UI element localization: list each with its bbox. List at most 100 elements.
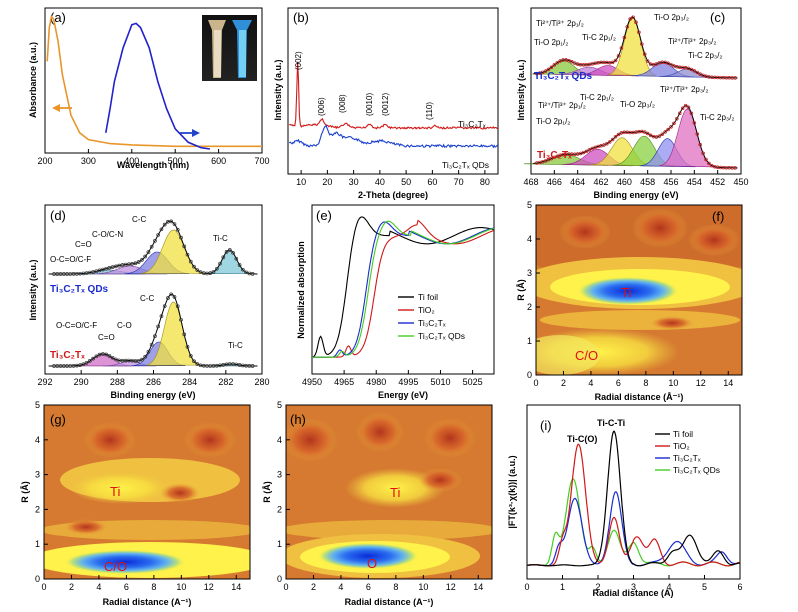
d-bot-label-4: O-C=O/C-F [56, 321, 97, 330]
d-top-point [101, 267, 105, 272]
c-top-point [567, 58, 571, 63]
c-top-point [689, 67, 694, 72]
c-top-point [619, 46, 624, 50]
e-tick-label-3: 4995 [398, 377, 418, 387]
d-bot-label-5: Ti-C [228, 341, 243, 350]
d-top-point [192, 264, 196, 269]
d-top-point [195, 268, 200, 272]
d-top-point [114, 264, 118, 269]
d-top-point [231, 250, 235, 255]
c-top-point [654, 62, 659, 66]
h-y-title: R (Å) [262, 481, 272, 503]
b-tick-label-0: 10 [296, 177, 306, 187]
d-top-point [208, 271, 213, 275]
f-ytick-label-5: 5 [527, 200, 532, 210]
c-bot-point [669, 125, 673, 129]
d-top-point [185, 252, 190, 257]
g-heatmap [44, 405, 250, 579]
d-tick-label-4: 284 [182, 377, 197, 387]
i-tick-label-0: 0 [524, 582, 529, 592]
c-top-point [625, 24, 629, 29]
c-top-point [666, 61, 670, 66]
d-bot-point [110, 355, 115, 360]
c-tick-label-0: 468 [523, 177, 538, 187]
panel-c-frame [530, 7, 742, 175]
c-top-label-2: Ti-O 2p₁/₂ [534, 38, 568, 47]
a-x-ticks: 200 300 400 500 600 700 [37, 149, 270, 166]
d-top-point [153, 239, 157, 243]
c-top-point [634, 20, 638, 25]
h-xtick-label-5: 10 [418, 582, 428, 592]
c-top-point [546, 67, 551, 72]
d-bot-point [136, 358, 141, 363]
d-top-point [159, 227, 164, 232]
c-top-point [672, 64, 676, 68]
b-peak-006: (006) [317, 97, 326, 116]
c-top-point [669, 62, 673, 67]
d-bot-point [156, 324, 161, 329]
c-bot-point [584, 149, 589, 154]
d-top-point [250, 272, 255, 276]
c-bot-point [607, 140, 612, 144]
d-top-label-4: O-C=O/C-F [50, 255, 91, 264]
d-data-points [52, 219, 255, 368]
d-top-point [91, 270, 95, 274]
c-bot-point [660, 132, 664, 136]
d-bot-point [78, 363, 82, 367]
f-ytick-label-4: 4 [527, 234, 532, 244]
c-top-label-6: Ti-C 2p₃/₂ [688, 51, 723, 60]
d-top-point [149, 244, 154, 249]
a-series-orange [46, 14, 262, 148]
panel-f-label: (f) [712, 209, 724, 224]
d-top-point [175, 227, 180, 232]
a-x-title: Wavelength (nm) [117, 160, 189, 170]
d-top-point [198, 270, 203, 274]
d-top-point [136, 260, 141, 264]
c-tick-label-2: 464 [570, 177, 585, 187]
g-xtick-label-7: 14 [231, 582, 241, 592]
b-tick-label-1: 20 [322, 177, 332, 187]
c-bot-point [698, 142, 702, 147]
e-tick-label-5: 5025 [463, 377, 483, 387]
c-sample-mx: Ti₃C₂Tₓ [537, 150, 572, 161]
d-bot-point [159, 314, 164, 318]
d-top-label-5: Ti-C [213, 234, 228, 243]
c-bot-point [602, 143, 606, 147]
panel-e-frame [311, 204, 495, 375]
d-bot-point [192, 359, 196, 364]
panel-b-label: (b) [293, 10, 309, 25]
f-ytick-label-0: 0 [527, 370, 532, 380]
f-ytick-label-1: 1 [527, 336, 532, 346]
c-bot-point [613, 135, 618, 139]
d-top-point [110, 265, 115, 269]
i-series-ti-foil [526, 430, 741, 567]
e-tick-label-0: 4950 [302, 377, 322, 387]
b-tick-label-4: 50 [401, 177, 411, 187]
d-y-title: Intensity (a.u.) [28, 259, 38, 320]
panel-i-label: (i) [540, 418, 552, 433]
c-bot-point [543, 159, 548, 163]
h-ytick-label-2: 2 [277, 504, 282, 514]
g-xtick-label-0: 0 [41, 582, 46, 592]
c-bot-point [590, 146, 594, 151]
a-tick-label-1: 300 [81, 156, 96, 166]
c-top-point [645, 59, 650, 63]
i-legend: Ti foil TiO₂ Ti₃C₂Tₓ Ti₃C₂Tₓ QDs [655, 429, 720, 475]
g-ytick-label-5: 5 [35, 400, 40, 410]
i-x-title: Radial distance (A) [592, 588, 673, 598]
d-top-point [162, 222, 167, 227]
c-bot-label-6: Ti-C 2p₃/₂ [700, 113, 735, 122]
b-series-qds [288, 124, 499, 149]
f-xtick-label-0: 0 [533, 378, 538, 388]
d-bot-point [94, 354, 99, 359]
d-sample-mx: Ti₃C₂Tₓ [50, 350, 85, 361]
d-bot-point [166, 296, 170, 300]
i-tick-label-3: 3 [631, 582, 636, 592]
c-top-point [663, 60, 667, 65]
g-ytick-label-0: 0 [35, 574, 40, 584]
h-xtick-label-6: 12 [446, 582, 456, 592]
c-bot-point [704, 157, 708, 162]
